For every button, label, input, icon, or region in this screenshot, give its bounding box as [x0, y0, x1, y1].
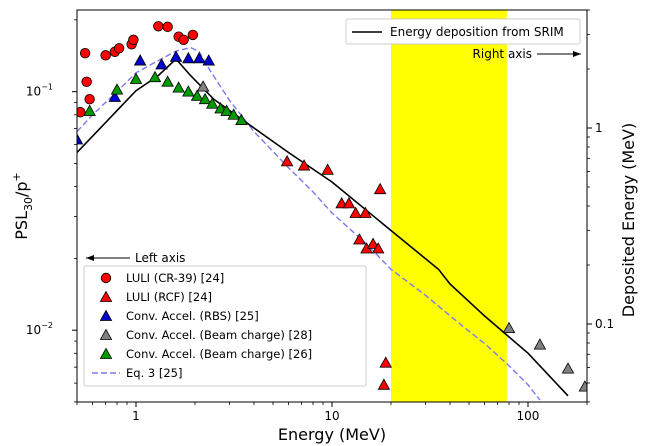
legend-swatch-1 [99, 290, 113, 302]
series-4-point-4 [161, 75, 174, 87]
legend-lower: LULI (CR-39) [24] LULI (RCF) [24] Conv. … [83, 265, 367, 387]
series-4-point-7 [190, 89, 204, 101]
series-0-point-4 [100, 50, 111, 61]
series-2-point-6 [192, 51, 206, 64]
series-4-point-1 [110, 83, 124, 95]
lines-layer [77, 46, 569, 401]
series-2-point-3 [155, 58, 168, 70]
series-4-point-0 [83, 104, 96, 116]
ticks-layer: 1 10 100 10−1 10−2 1 0.1 [26, 9, 614, 423]
legend-upper: Energy deposition from SRIM [345, 18, 581, 45]
series-1-point-7 [353, 233, 366, 245]
series-2-point-2 [133, 54, 147, 66]
x-tick-label-0: 1 [132, 409, 140, 423]
series-0-point-13 [187, 29, 199, 41]
left-y-tick-label-0: 10−1 [26, 83, 53, 99]
series-2-point-4 [169, 50, 183, 62]
series-4-point-9 [205, 97, 219, 109]
series-0-point-2 [81, 76, 92, 88]
series-4-point-5 [172, 81, 185, 93]
series-1-point-5 [349, 206, 362, 218]
series-4-point-13 [235, 113, 248, 125]
left-y-axis-label: PSL30/p+ [10, 172, 35, 239]
legend-lower-swatches [92, 272, 120, 374]
series-4-point-2 [129, 72, 143, 84]
legend-item-1-label: LULI (RCF) [24] [126, 290, 212, 304]
series-1-point-0 [280, 155, 294, 167]
legend-item-2-label: Conv. Accel. (RBS) [25] [126, 309, 259, 323]
series-1-point-1 [297, 159, 311, 171]
series-0-point-6 [113, 43, 125, 54]
series-0-point-10 [162, 21, 173, 33]
right-axis-annotation: Right axis [473, 47, 581, 61]
legend-swatch-0 [100, 272, 112, 284]
series-2-point-0 [77, 133, 84, 145]
left-axis-annotation-label: Left axis [135, 251, 185, 265]
srim-energy-deposition-line [77, 57, 569, 397]
right-axis-annotation-label: Right axis [473, 47, 532, 61]
x-axis-label: Energy (MeV) [278, 425, 386, 444]
series-4-point-11 [220, 104, 233, 116]
series-4-point-12 [227, 108, 240, 120]
x-tick-label-1: 10 [324, 409, 339, 423]
legend-swatch-4 [99, 347, 113, 359]
series-3-point-1 [502, 321, 516, 334]
series-1-point-4 [342, 197, 356, 209]
series-1-point-6 [359, 206, 372, 218]
series-1-point-13 [377, 378, 391, 390]
series-3-point-3 [561, 362, 575, 374]
right-y-axis-label: Deposited Energy (MeV) [619, 123, 638, 317]
series-0-point-1 [79, 47, 91, 59]
plot-area [77, 10, 587, 402]
left-axis-annotation: Left axis [86, 251, 185, 265]
legend-srim-label: Energy deposition from SRIM [390, 25, 564, 39]
series-1-point-9 [366, 237, 380, 249]
series-0-point-8 [128, 34, 139, 46]
legend-item-0-label: LULI (CR-39) [24] [126, 271, 224, 285]
series-3-point-4 [578, 380, 587, 392]
x-tick-label-2: 100 [517, 409, 540, 423]
series-0-point-9 [153, 21, 164, 32]
series-4-point-8 [198, 92, 212, 105]
shaded-energy-band [391, 10, 507, 402]
series-2-point-7 [202, 54, 216, 66]
series-0-point-12 [178, 34, 189, 46]
series-0-point-3 [84, 93, 95, 105]
left-y-tick-label-1: 10−2 [26, 321, 53, 337]
legend-item-3-label: Conv. Accel. (Beam charge) [28] [126, 328, 312, 342]
right-y-tick-label-1: 0.1 [595, 317, 614, 331]
eq3-dashed-line [77, 46, 541, 401]
series-1-point-12 [379, 356, 393, 368]
right-y-tick-label-0: 1 [595, 121, 603, 135]
series-3-point-0 [196, 80, 210, 92]
series-2-point-5 [182, 51, 195, 64]
series-2-point-1 [108, 90, 122, 102]
series-4-point-3 [148, 70, 162, 83]
legend-item-4-label: Conv. Accel. (Beam charge) [26] [126, 347, 312, 361]
legend-swatch-2 [99, 309, 113, 321]
series-3-point-2 [533, 338, 547, 350]
legend-item-5-label: Eq. 3 [25] [126, 366, 182, 380]
legend-swatch-3 [99, 328, 113, 340]
series-1-point-2 [321, 163, 334, 175]
points-layer [77, 21, 587, 392]
series-1-point-11 [373, 182, 387, 195]
series-4-point-6 [182, 85, 195, 97]
series-1-point-10 [371, 242, 385, 254]
series-0-point-0 [77, 107, 86, 118]
